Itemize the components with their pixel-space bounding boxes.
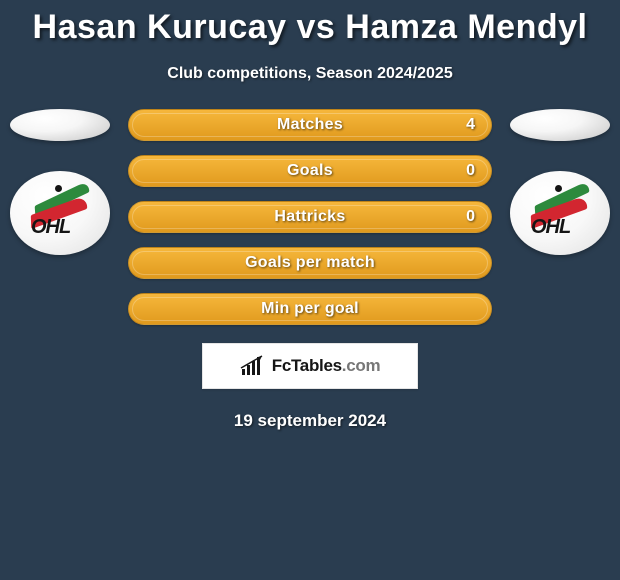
stat-value-right: 0 (466, 162, 475, 180)
bar-chart-icon (240, 355, 264, 377)
stat-value-right: 4 (466, 116, 475, 134)
brand-main: Tables (291, 356, 342, 375)
right-club-label: OHL (531, 216, 570, 239)
brand-text: FcTables.com (272, 356, 381, 376)
brand-badge: FcTables.com (202, 343, 418, 389)
stat-label: Goals (287, 162, 333, 180)
stat-row-min-per-goal: Min per goal (128, 293, 492, 325)
brand-prefix: Fc (272, 356, 291, 375)
stat-label: Min per goal (261, 300, 359, 318)
stat-row-goals: Goals 0 (128, 155, 492, 187)
stat-label: Goals per match (245, 254, 375, 272)
ohl-logo-icon: OHL (25, 183, 95, 243)
brand-suffix: .com (342, 356, 380, 375)
stat-row-matches: Matches 4 (128, 109, 492, 141)
footer-date: 19 september 2024 (0, 411, 620, 431)
stat-label: Matches (277, 116, 343, 134)
stat-row-goals-per-match: Goals per match (128, 247, 492, 279)
page-subtitle: Club competitions, Season 2024/2025 (0, 65, 620, 83)
right-side: OHL (510, 109, 610, 255)
comparison-content: OHL Matches 4 Goals 0 Hattricks 0 Goals … (0, 109, 620, 325)
left-player-placeholder (10, 109, 110, 141)
stat-label: Hattricks (274, 208, 345, 226)
stat-value-right: 0 (466, 208, 475, 226)
ohl-logo-icon: OHL (525, 183, 595, 243)
page-title: Hasan Kurucay vs Hamza Mendyl (0, 0, 620, 47)
left-club-badge: OHL (10, 171, 110, 255)
stat-row-hattricks: Hattricks 0 (128, 201, 492, 233)
stats-column: Matches 4 Goals 0 Hattricks 0 Goals per … (128, 109, 492, 325)
right-player-placeholder (510, 109, 610, 141)
right-club-badge: OHL (510, 171, 610, 255)
left-club-label: OHL (31, 216, 70, 239)
left-side: OHL (10, 109, 110, 255)
